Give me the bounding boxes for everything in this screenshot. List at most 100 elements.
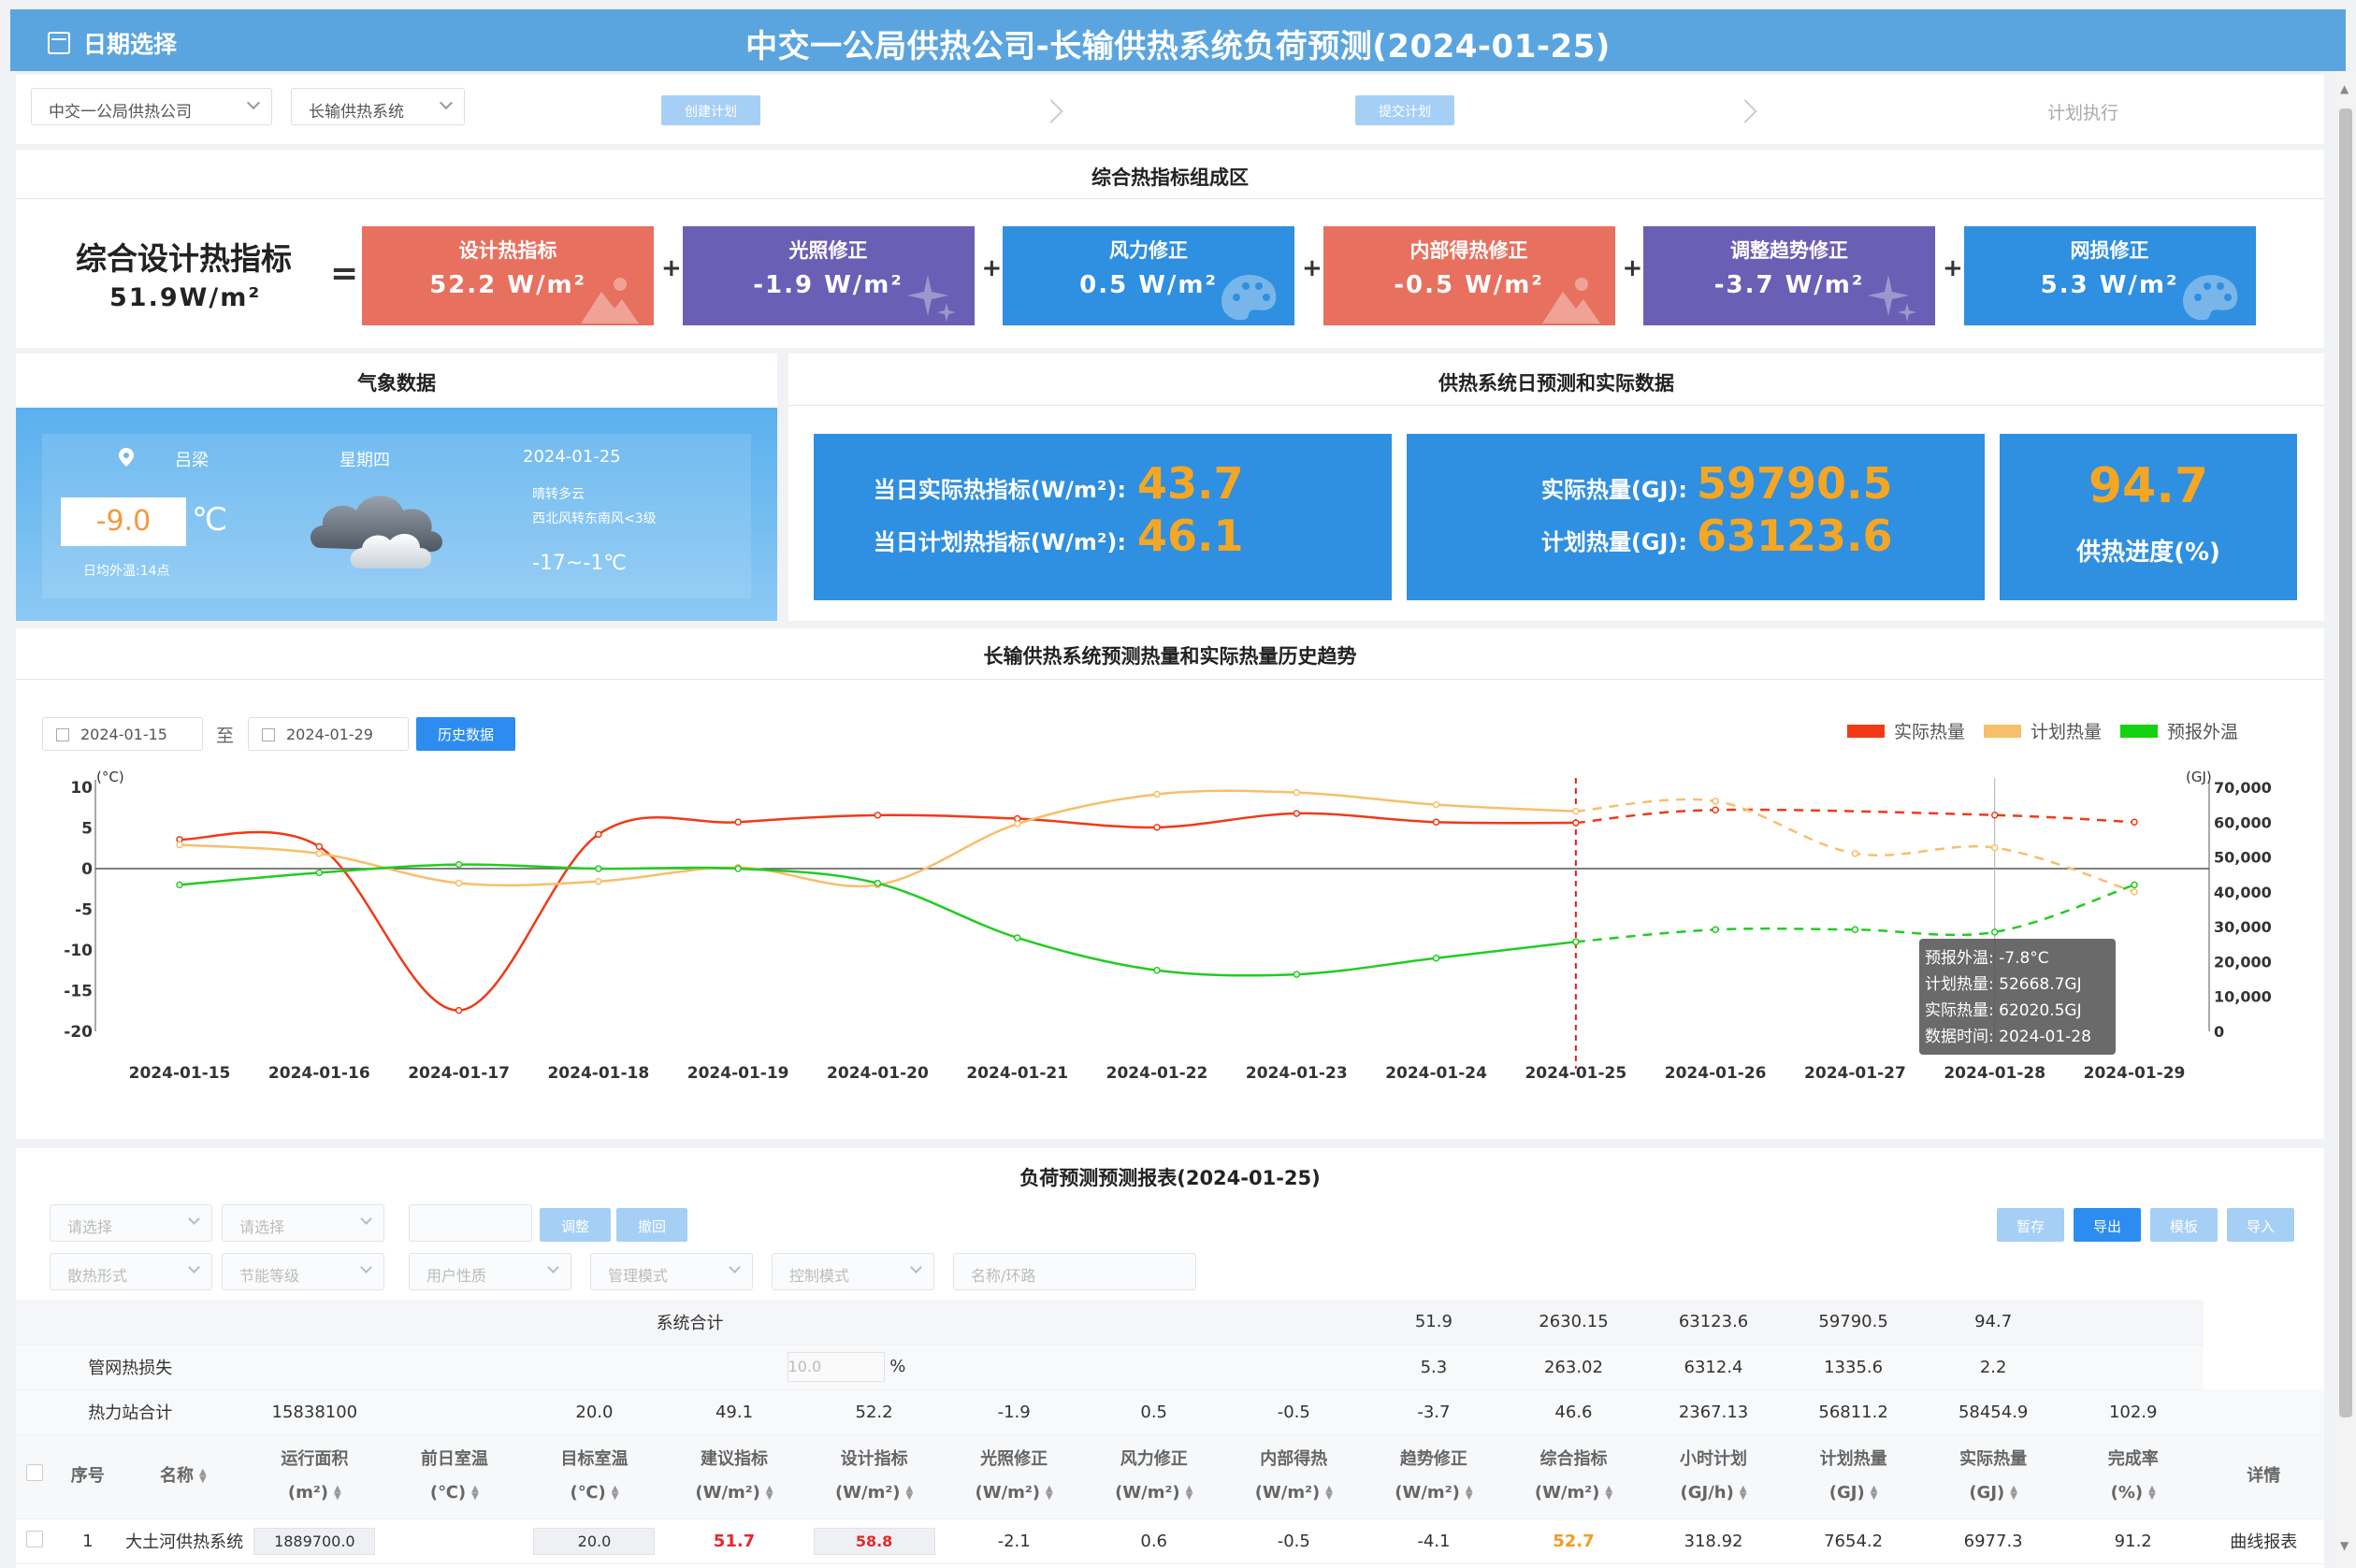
data-point[interactable] bbox=[176, 841, 183, 849]
filter-field[interactable]: 用户性质 bbox=[409, 1253, 571, 1290]
legend-plan[interactable]: 计划热量 bbox=[1984, 718, 2102, 743]
data-point[interactable] bbox=[1851, 926, 1859, 933]
data-point[interactable] bbox=[315, 842, 324, 851]
data-point[interactable] bbox=[1712, 926, 1719, 933]
data-point[interactable] bbox=[874, 879, 882, 887]
data-point[interactable] bbox=[1293, 971, 1301, 978]
loss-pct-input[interactable]: 10.0 bbox=[787, 1352, 885, 1382]
submit-plan-button[interactable]: 提交计划 bbox=[1355, 95, 1454, 125]
sort-icon[interactable]: ▲ ▼ bbox=[1739, 1484, 1747, 1502]
area-input[interactable]: 1889700.0 bbox=[253, 1527, 376, 1555]
sort-icon[interactable]: ▲ ▼ bbox=[1185, 1484, 1193, 1502]
column-header[interactable]: 风力修正 (W/m²) ▲ ▼ bbox=[1083, 1434, 1224, 1519]
legend-temp[interactable]: 预报外温 bbox=[2120, 718, 2238, 743]
data-point[interactable] bbox=[2131, 881, 2138, 889]
data-point[interactable] bbox=[1990, 843, 1999, 852]
data-point[interactable] bbox=[1153, 824, 1161, 831]
column-header[interactable]: 趋势修正 (W/m²) ▲ ▼ bbox=[1364, 1434, 1504, 1519]
undo-button[interactable]: 撤回 bbox=[616, 1208, 687, 1242]
data-point[interactable] bbox=[1293, 810, 1301, 817]
sort-icon[interactable]: ▲ ▼ bbox=[1046, 1484, 1053, 1502]
sort-icon[interactable]: ▲ ▼ bbox=[199, 1467, 207, 1485]
scroll-up-icon[interactable]: ▲ bbox=[2340, 82, 2349, 95]
column-header[interactable]: 前日室温 (℃) ▲ ▼ bbox=[384, 1434, 525, 1519]
data-point[interactable] bbox=[176, 881, 183, 889]
design-index-input[interactable]: 58.8 bbox=[813, 1527, 935, 1555]
sort-icon[interactable]: ▲ ▼ bbox=[1465, 1484, 1473, 1502]
data-point[interactable] bbox=[1990, 928, 1999, 936]
column-header[interactable]: 综合指标 (W/m²) ▲ ▼ bbox=[1503, 1434, 1644, 1519]
row-checkbox[interactable] bbox=[26, 1530, 44, 1547]
create-plan-button[interactable]: 创建计划 bbox=[661, 95, 760, 125]
filter-field[interactable]: 节能等级 bbox=[222, 1253, 384, 1290]
sort-icon[interactable]: ▲ ▼ bbox=[471, 1484, 479, 1502]
filter-field[interactable]: 名称/环路 bbox=[953, 1253, 1196, 1290]
trend-chart[interactable]: (°C) (GJ) 10 5 0 -5 -10 -15 -20 70,000 60,000 50,00… bbox=[16, 759, 2324, 1133]
column-header[interactable]: 光照修正 (W/m²) ▲ ▼ bbox=[944, 1434, 1084, 1519]
filter-field[interactable]: 控制模式 bbox=[772, 1253, 934, 1290]
column-header[interactable]: 运行面积 (m²) ▲ ▼ bbox=[244, 1434, 385, 1519]
data-point[interactable] bbox=[595, 830, 602, 839]
data-point[interactable] bbox=[1432, 800, 1440, 809]
sort-icon[interactable]: ▲ ▼ bbox=[2010, 1484, 2017, 1502]
data-point[interactable] bbox=[315, 850, 324, 857]
data-point[interactable] bbox=[734, 865, 742, 872]
start-date-input[interactable]: 2024-01-15 bbox=[42, 717, 203, 751]
template-button[interactable]: 模板 bbox=[2150, 1208, 2218, 1242]
data-point[interactable] bbox=[1990, 812, 1999, 819]
data-point[interactable] bbox=[1432, 818, 1440, 827]
data-point[interactable] bbox=[2131, 888, 2138, 896]
export-button[interactable]: 导出 bbox=[2074, 1208, 2141, 1242]
target-temp-input[interactable]: 20.0 bbox=[533, 1527, 656, 1555]
execute-plan-step[interactable]: 计划执行 bbox=[2047, 103, 2119, 123]
column-header[interactable]: 完成率 (%) ▲ ▼ bbox=[2062, 1434, 2204, 1519]
data-point[interactable] bbox=[315, 869, 324, 877]
filter-field[interactable]: 散热形式 bbox=[50, 1253, 212, 1290]
stash-button[interactable]: 暂存 bbox=[1997, 1208, 2064, 1242]
end-date-input[interactable]: 2024-01-29 bbox=[248, 717, 409, 751]
data-point[interactable] bbox=[1712, 798, 1719, 805]
filter-field[interactable]: 管理模式 bbox=[590, 1253, 753, 1290]
history-data-button[interactable]: 历史数据 bbox=[416, 717, 515, 751]
sort-icon[interactable]: ▲ ▼ bbox=[334, 1484, 341, 1502]
column-header[interactable]: 内部得热 (W/m²) ▲ ▼ bbox=[1223, 1434, 1365, 1519]
data-point[interactable] bbox=[1013, 820, 1021, 827]
data-point[interactable] bbox=[1153, 790, 1161, 798]
data-point[interactable] bbox=[2131, 818, 2138, 827]
data-point[interactable] bbox=[455, 879, 463, 887]
column-header[interactable]: 小时计划 (GJ/h) ▲ ▼ bbox=[1643, 1434, 1784, 1519]
data-point[interactable] bbox=[1013, 934, 1021, 942]
column-header[interactable]: 设计指标 (W/m²) ▲ ▼ bbox=[803, 1434, 945, 1519]
sort-icon[interactable]: ▲ ▼ bbox=[1605, 1484, 1613, 1502]
system-select[interactable]: 长输供热系统 bbox=[291, 88, 465, 125]
data-point[interactable] bbox=[1572, 819, 1580, 827]
sort-icon[interactable]: ▲ ▼ bbox=[1325, 1484, 1333, 1502]
data-point[interactable] bbox=[595, 865, 602, 872]
adjust-value-input[interactable] bbox=[409, 1204, 532, 1242]
sort-icon[interactable]: ▲ ▼ bbox=[905, 1484, 914, 1502]
data-point[interactable] bbox=[734, 818, 742, 827]
detail-link[interactable]: 曲线报表 bbox=[2230, 1532, 2298, 1552]
column-header[interactable]: 计划热量 (GJ) ▲ ▼ bbox=[1783, 1434, 1924, 1519]
legend-actual[interactable]: 实际热量 bbox=[1847, 718, 1965, 743]
filter-select-2[interactable]: 请选择 bbox=[222, 1204, 384, 1242]
column-header[interactable]: 目标室温 (℃) ▲ ▼ bbox=[524, 1434, 665, 1519]
column-header[interactable]: 建议指标 (W/m²) ▲ ▼ bbox=[664, 1434, 804, 1519]
data-point[interactable] bbox=[595, 877, 602, 885]
data-point[interactable] bbox=[1572, 938, 1580, 946]
data-point[interactable] bbox=[455, 860, 463, 869]
scroll-down-icon[interactable]: ▼ bbox=[2340, 1539, 2349, 1552]
data-point[interactable] bbox=[1712, 806, 1719, 813]
data-point[interactable] bbox=[455, 1006, 463, 1014]
sort-icon[interactable]: ▲ ▼ bbox=[1870, 1484, 1878, 1502]
sort-icon[interactable]: ▲ ▼ bbox=[765, 1484, 773, 1502]
company-select[interactable]: 中交一公局供热公司 bbox=[31, 88, 272, 125]
column-header[interactable]: 名称 ▲ ▼ bbox=[122, 1434, 245, 1519]
data-point[interactable] bbox=[1432, 954, 1440, 962]
data-point[interactable] bbox=[1293, 788, 1301, 797]
data-point[interactable] bbox=[874, 812, 882, 819]
adjust-button[interactable]: 调整 bbox=[540, 1208, 611, 1242]
filter-select-1[interactable]: 请选择 bbox=[50, 1204, 212, 1242]
data-point[interactable] bbox=[1572, 807, 1580, 815]
data-point[interactable] bbox=[1153, 967, 1161, 974]
